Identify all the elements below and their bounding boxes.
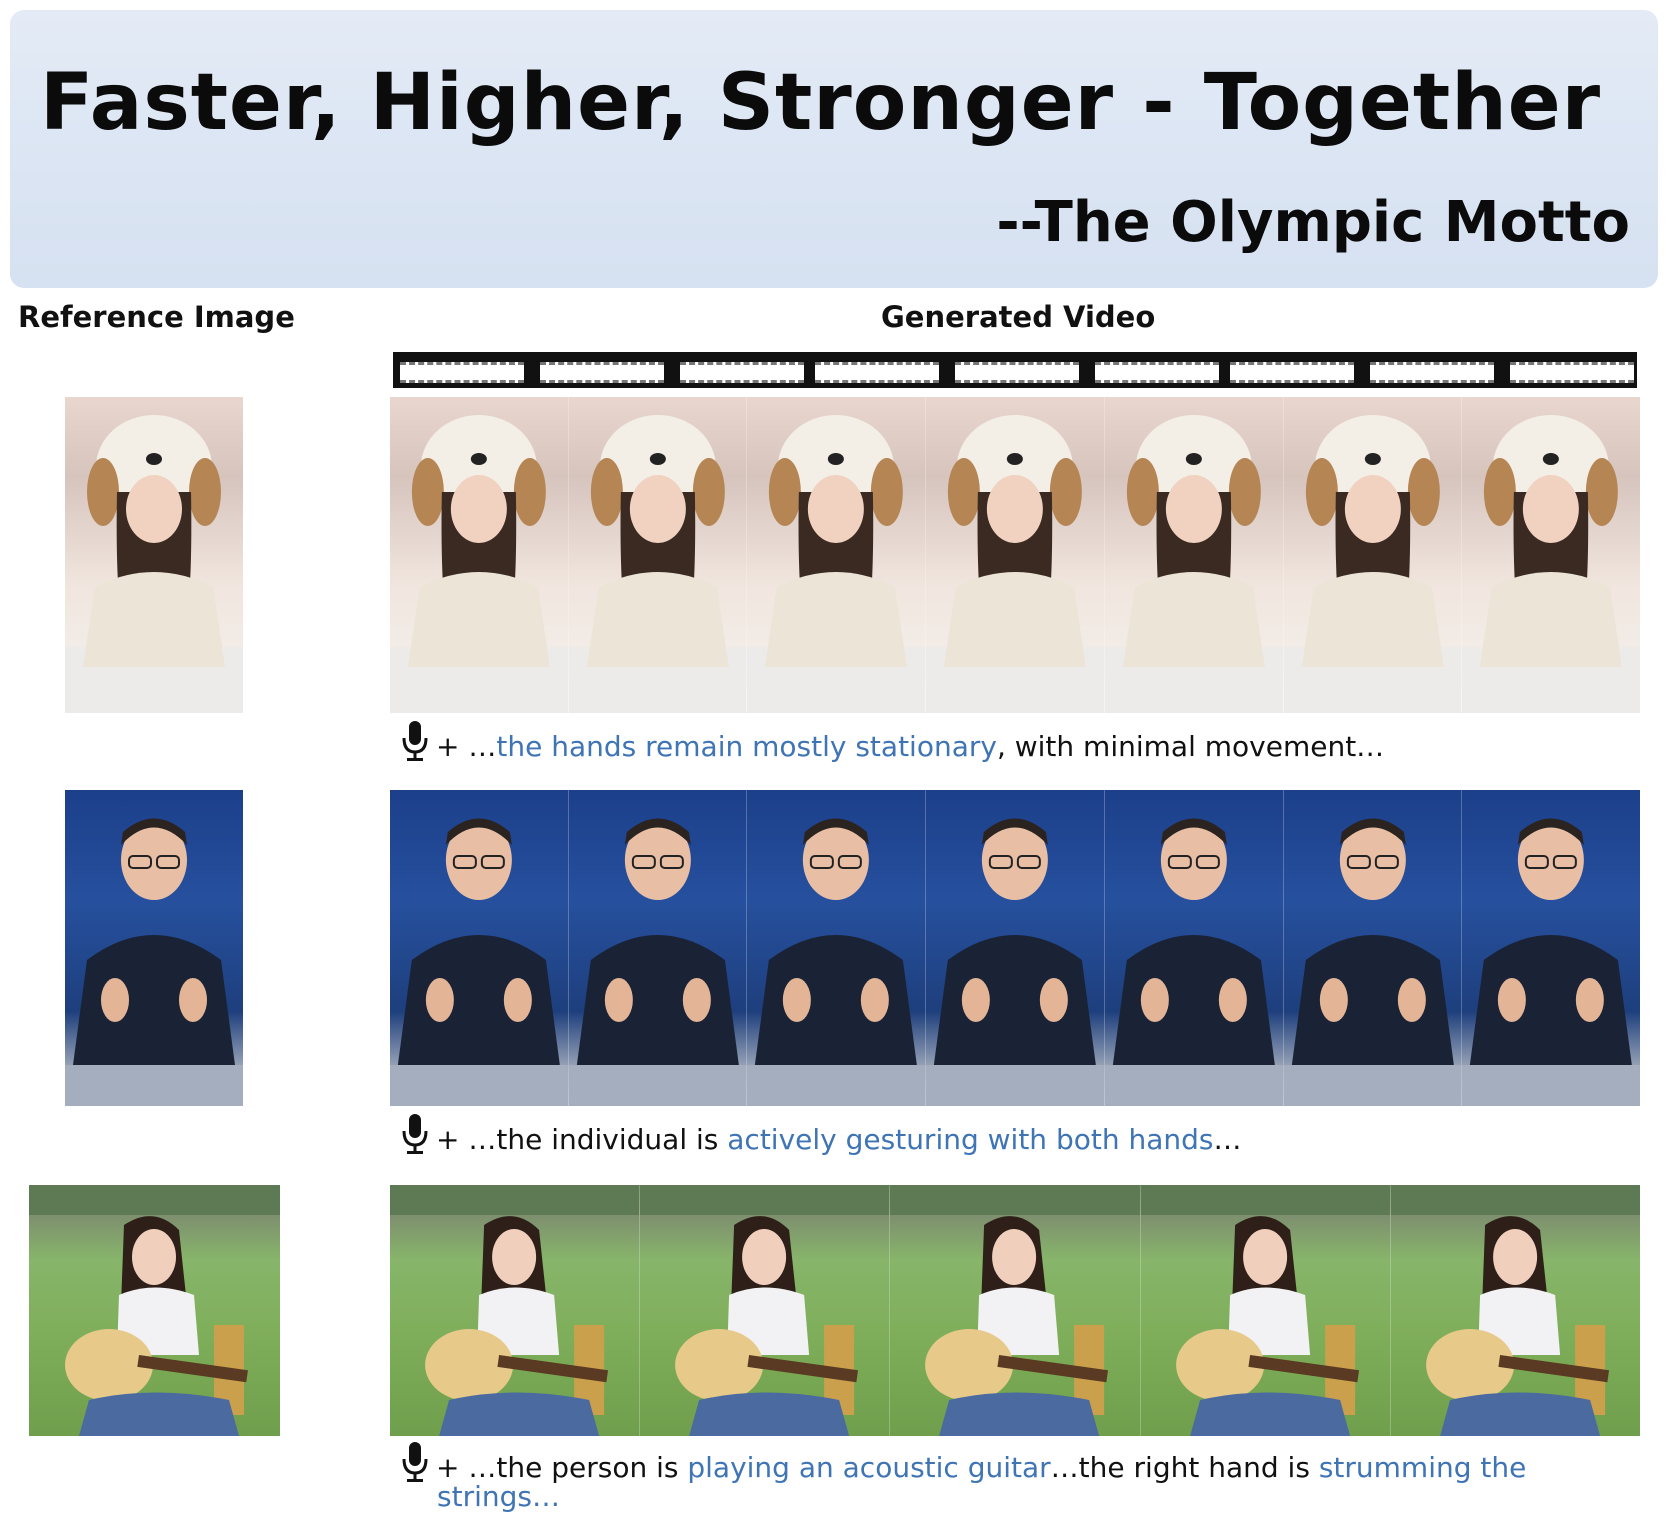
video-frame <box>390 1185 641 1436</box>
caption-row-2: + …the individual is actively gesturing … <box>400 1113 1242 1156</box>
caption-highlight: strumming the <box>1318 1451 1527 1484</box>
portrait-man-icon <box>568 818 747 1106</box>
portrait-guitarist-icon <box>1140 1185 1390 1436</box>
video-frame <box>926 790 1105 1106</box>
video-frame <box>1462 790 1640 1106</box>
reference-image-heading: Reference Image <box>18 300 295 334</box>
microphone-icon <box>402 1114 428 1154</box>
portrait-guitarist-icon <box>390 1185 640 1436</box>
portrait-man-icon <box>1104 818 1283 1106</box>
microphone-icon <box>402 721 428 761</box>
video-frame <box>890 1185 1141 1436</box>
video-frame <box>747 397 927 713</box>
portrait-guitarist-icon <box>29 1185 280 1436</box>
portrait-man-icon <box>390 818 568 1106</box>
portrait-girl-hood-icon <box>1283 415 1462 713</box>
video-frame <box>1390 1185 1640 1436</box>
video-frame <box>390 790 569 1106</box>
video-frame <box>926 397 1105 713</box>
caption-text: … <box>1213 1123 1242 1156</box>
portrait-man-icon <box>1283 818 1462 1106</box>
caption-text: + …the person is <box>436 1451 688 1484</box>
film-strip-icon <box>393 352 1637 388</box>
portrait-man-icon <box>747 818 926 1106</box>
video-frame <box>1104 397 1284 713</box>
video-frame <box>747 790 927 1106</box>
video-frame <box>1104 790 1284 1106</box>
portrait-girl-hood-icon <box>65 415 243 713</box>
generated-video-row-3 <box>390 1185 1640 1436</box>
caption-row-1: + …the hands remain mostly stationary, w… <box>400 720 1384 763</box>
generated-video-row-2 <box>390 790 1640 1106</box>
caption-text: + …the individual is <box>436 1123 728 1156</box>
portrait-girl-hood-icon <box>390 415 568 713</box>
video-frame <box>1140 1185 1391 1436</box>
caption-text: + … <box>436 730 497 763</box>
generated-video-heading: Generated Video <box>881 300 1156 334</box>
caption-row-3-line-2: strings… <box>437 1480 560 1513</box>
portrait-guitarist-icon <box>640 1185 890 1436</box>
portrait-girl-hood-icon <box>568 415 747 713</box>
reference-image-row-3 <box>29 1185 280 1436</box>
video-frame <box>390 397 569 713</box>
microphone-icon <box>402 1442 428 1482</box>
caption-highlight: playing an acoustic guitar <box>687 1451 1051 1484</box>
portrait-girl-hood-icon <box>747 415 926 713</box>
video-frame <box>568 790 748 1106</box>
video-frame <box>640 1185 891 1436</box>
video-frame <box>1283 790 1463 1106</box>
caption-text: , with minimal movement… <box>996 730 1385 763</box>
caption-text: …the right hand is <box>1050 1451 1319 1484</box>
portrait-girl-hood-icon <box>1462 415 1640 713</box>
title-banner: Faster, Higher, Stronger - Together --Th… <box>10 10 1658 288</box>
reference-image-row-2 <box>65 790 243 1106</box>
video-frame <box>1283 397 1463 713</box>
generated-video-row-1 <box>390 397 1640 713</box>
caption-highlight: actively gesturing with both hands <box>727 1123 1214 1156</box>
caption-row-3: + …the person is playing an acoustic gui… <box>400 1441 1526 1484</box>
video-frame <box>1462 397 1640 713</box>
video-frame <box>568 397 748 713</box>
motto-title: Faster, Higher, Stronger - Together <box>40 58 1602 148</box>
reference-image-row-1 <box>65 397 243 713</box>
portrait-guitarist-icon <box>890 1185 1140 1436</box>
portrait-man-icon <box>1462 818 1640 1106</box>
portrait-man-icon <box>65 818 243 1106</box>
portrait-guitarist-icon <box>1390 1185 1640 1436</box>
caption-highlight: the hands remain mostly stationary <box>496 730 997 763</box>
portrait-man-icon <box>926 818 1104 1106</box>
motto-attribution: --The Olympic Motto <box>996 190 1630 255</box>
portrait-girl-hood-icon <box>1104 415 1283 713</box>
portrait-girl-hood-icon <box>926 415 1104 713</box>
